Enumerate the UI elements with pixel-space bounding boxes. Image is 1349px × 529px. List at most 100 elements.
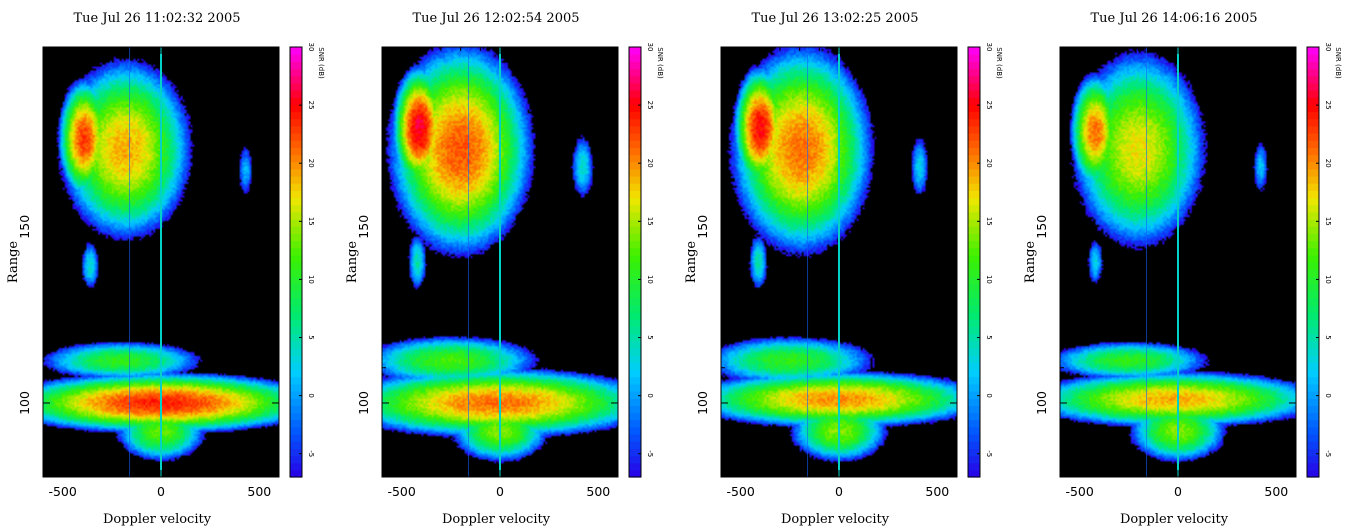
y-tick-label: 150: [356, 215, 371, 239]
colorbar-segment: [1307, 283, 1319, 292]
colorbar-segment: [968, 211, 980, 220]
colorbar-segment: [1307, 312, 1319, 320]
x-tick-label: -500: [726, 484, 754, 499]
colorbar-segment: [1307, 154, 1319, 163]
colorbar-segment: [968, 233, 980, 242]
colorbar-segment: [1307, 348, 1319, 356]
colorbar-segment: [968, 190, 980, 199]
colorbar-segment: [1307, 90, 1319, 98]
colorbar-segment: [1307, 226, 1319, 234]
colorbar-segment: [290, 204, 302, 213]
colorbar-segment: [1307, 247, 1319, 256]
colorbar-tick-label: 5: [985, 335, 993, 339]
colorbar-segment: [290, 125, 302, 134]
colorbar-segment: [968, 434, 980, 442]
colorbar-tick-label: 10: [1324, 275, 1332, 284]
colorbar-segment: [290, 434, 302, 442]
colorbar-segment: [629, 61, 641, 70]
colorbar-segment: [290, 68, 302, 77]
colorbar-segment: [629, 297, 641, 306]
colorbar-tick-label: -5: [646, 450, 654, 457]
colorbar-segment: [968, 183, 980, 191]
colorbar-tick-label: 30: [307, 43, 315, 52]
colorbar-segment: [290, 269, 302, 277]
colorbar-segment: [968, 326, 980, 335]
colorbar-segment: [1307, 355, 1319, 363]
colorbar-segment: [1307, 233, 1319, 242]
colorbar-segment: [1307, 305, 1319, 313]
colorbar-tick-label: -5: [307, 450, 315, 457]
colorbar-segment: [1307, 405, 1319, 414]
colorbar-segment: [629, 469, 641, 478]
colorbar-segment: [629, 441, 641, 449]
colorbar-segment: [1307, 161, 1319, 170]
colorbar-segment: [968, 405, 980, 414]
colorbar-tick-label: 10: [307, 275, 315, 284]
colorbar-segment: [290, 262, 302, 270]
colorbar-tick-label: 15: [1324, 217, 1332, 226]
colorbar-segment: [1307, 469, 1319, 478]
x-tick-label: 500: [586, 484, 610, 499]
colorbar-segment: [290, 441, 302, 449]
colorbar-tick-label: 0: [646, 393, 654, 397]
colorbar-segment: [968, 254, 980, 263]
x-axis-label: Doppler velocity: [103, 512, 212, 527]
colorbar-segment: [968, 118, 980, 127]
colorbar-segment: [629, 333, 641, 342]
colorbar-segment: [968, 419, 980, 428]
x-axis-label: Doppler velocity: [781, 512, 890, 527]
y-tick-label: 150: [17, 215, 32, 239]
colorbar-segment: [290, 183, 302, 191]
colorbar-segment: [290, 383, 302, 392]
colorbar-segment: [629, 412, 641, 421]
colorbar-segment: [1307, 276, 1319, 285]
colorbar-tick-label: 20: [1324, 159, 1332, 168]
colorbar-segment: [1307, 240, 1319, 249]
colorbar-segment: [629, 269, 641, 277]
colorbar-segment: [1307, 412, 1319, 421]
colorbar-segment: [968, 276, 980, 285]
colorbar-segment: [629, 54, 641, 62]
colorbar-segment: [968, 426, 980, 435]
colorbar-tick-label: 15: [307, 217, 315, 226]
colorbar-segment: [968, 68, 980, 77]
colorbar-segment: [1307, 118, 1319, 127]
colorbar-segment: [629, 68, 641, 77]
colorbar-segment: [1307, 147, 1319, 156]
colorbar-segment: [1307, 369, 1319, 378]
colorbar-segment: [290, 333, 302, 342]
y-tick-label: 100: [356, 391, 371, 415]
colorbar-segment: [629, 219, 641, 227]
colorbar-segment: [968, 147, 980, 156]
colorbar-frame: [1306, 46, 1320, 478]
colorbar-segment: [290, 75, 302, 84]
colorbar-segment: [629, 240, 641, 249]
colorbar-segment: [1307, 190, 1319, 199]
colorbar-segment: [1307, 426, 1319, 435]
y-tick-label: 100: [695, 391, 710, 415]
colorbar-segment: [290, 426, 302, 435]
colorbar-segment: [968, 125, 980, 134]
colorbar-segment: [1307, 68, 1319, 77]
colorbar-segment: [1307, 319, 1319, 328]
colorbar-segment: [1307, 269, 1319, 277]
colorbar-segment: [1307, 211, 1319, 220]
colorbar-segment: [629, 405, 641, 414]
colorbar-segment: [968, 176, 980, 184]
colorbar-segment: [1307, 376, 1319, 385]
colorbar-segment: [968, 333, 980, 342]
colorbar-segment: [290, 348, 302, 356]
colorbar-frame: [967, 46, 981, 478]
colorbar-segment: [1307, 326, 1319, 335]
colorbar-segment: [629, 355, 641, 363]
colorbar-segment: [290, 290, 302, 299]
colorbar-segment: [1307, 140, 1319, 148]
colorbar-segment: [629, 391, 641, 399]
colorbar-segment: [1307, 54, 1319, 62]
y-tick-label: 100: [1034, 391, 1049, 415]
colorbar-segment: [629, 226, 641, 234]
colorbar-segment: [290, 419, 302, 428]
colorbar-segment: [968, 47, 980, 55]
colorbar-segment: [629, 305, 641, 313]
colorbar-segment: [968, 226, 980, 234]
